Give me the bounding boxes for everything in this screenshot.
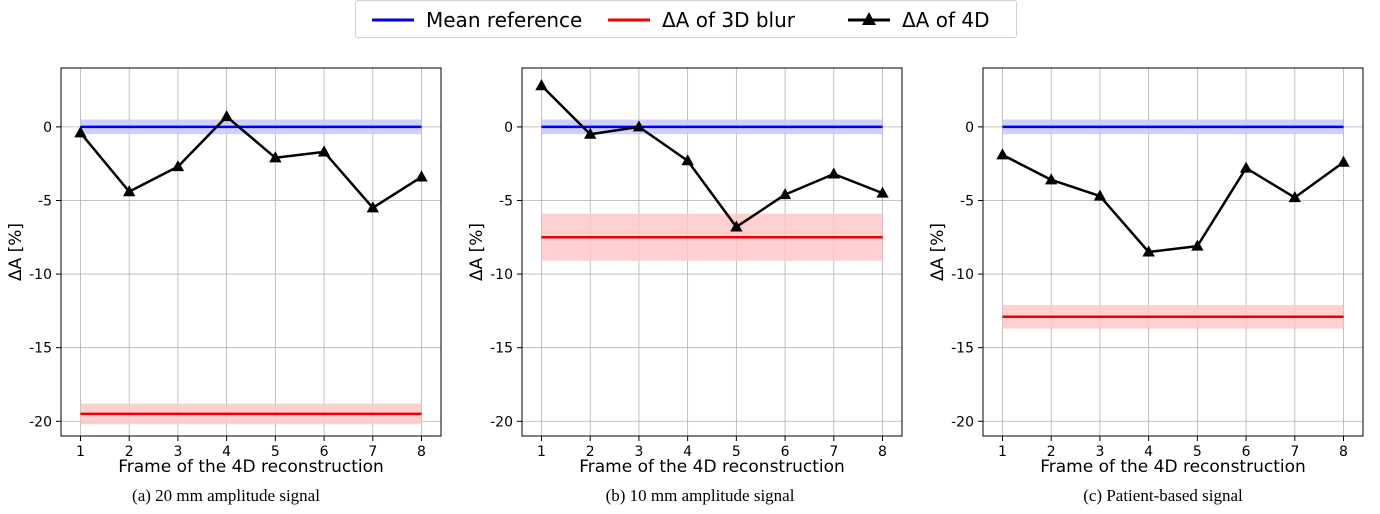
data-point-4d — [269, 151, 282, 163]
data-point-4d — [778, 188, 792, 200]
x-tick-label: 4 — [683, 444, 692, 460]
data-point-4d — [1045, 173, 1058, 185]
x-tick-label: 4 — [222, 444, 231, 460]
legend: Mean reference ΔA of 3D blur ΔA of 4D — [355, 0, 1017, 38]
plot-frame — [982, 67, 1364, 437]
data-point-4d — [123, 185, 136, 197]
x-tick-label: 3 — [634, 444, 643, 460]
x-tick-label: 8 — [878, 444, 887, 460]
data-point-4d — [1288, 191, 1301, 203]
x-axis-label: Frame of the 4D reconstruction — [579, 457, 845, 477]
legend-label: Mean reference — [426, 8, 583, 32]
data-point-4d — [876, 186, 889, 198]
data-point-4d — [1239, 161, 1253, 173]
y-axis-label: ΔA [%] — [928, 223, 948, 281]
y-tick-label: -20 — [951, 414, 974, 430]
plot-frame — [521, 67, 903, 437]
data-point-4d — [1142, 245, 1155, 257]
y-tick-label: 0 — [43, 120, 52, 136]
x-axis-label: Frame of the 4D reconstruction — [1040, 457, 1306, 477]
x-tick-label: 2 — [125, 444, 134, 460]
x-tick-label: 5 — [271, 444, 280, 460]
x-tick-label: 1 — [998, 444, 1007, 460]
data-point-4d — [584, 127, 597, 139]
x-tick-label: 8 — [417, 444, 426, 460]
caption-b: (b) 10 mm amplitude signal — [605, 486, 795, 505]
data-point-4d — [1093, 189, 1107, 201]
y-tick-label: 0 — [504, 120, 513, 136]
data-point-4d — [366, 201, 379, 213]
data-point-4d — [996, 148, 1009, 160]
y-tick-label: -15 — [29, 341, 52, 357]
data-point-4d — [220, 110, 233, 122]
data-point-4d — [827, 167, 840, 179]
y-tick-label: -10 — [29, 267, 52, 283]
x-tick-label: 5 — [732, 444, 741, 460]
x-tick-label: 3 — [173, 444, 182, 460]
y-axis-label: ΔA [%] — [467, 223, 487, 281]
chart-panel-a: 1 2 3 4 5 6 7 8 0 -5 -10 -15 -20 Frame of the 4D reco… — [6, 67, 442, 477]
data-point-4d — [74, 126, 87, 138]
legend-entry-3d-blur: ΔA of 3D blur — [606, 1, 795, 39]
legend-swatch-3d-blur — [608, 18, 650, 22]
legend-entry-mean-reference: Mean reference — [370, 1, 582, 39]
y-tick-label: -5 — [499, 193, 513, 209]
data-point-4d — [1337, 155, 1350, 167]
data-point-4d — [681, 154, 694, 166]
chart-panel-b: 1 2 3 4 5 6 7 8 0 -5 -10 -15 -20 Frame of the 4D reco… — [467, 67, 903, 477]
y-tick-label: -10 — [951, 267, 974, 283]
x-tick-label: 1 — [537, 444, 546, 460]
x-tick-label: 7 — [1290, 444, 1299, 460]
data-point-4d — [317, 145, 331, 157]
legend-entry-4d: ΔA of 4D — [846, 1, 989, 39]
plot-frame — [60, 67, 442, 437]
series-line-4d — [1001, 153, 1345, 254]
x-axis-label: Frame of the 4D reconstruction — [118, 457, 384, 477]
x-tick-label: 6 — [1242, 444, 1251, 460]
x-tick-label: 6 — [320, 444, 329, 460]
series-line-4d — [540, 84, 883, 229]
y-tick-label: -10 — [490, 267, 513, 283]
legend-label: ΔA of 4D — [902, 8, 990, 32]
x-tick-label: 7 — [368, 444, 377, 460]
legend-swatch-4d — [848, 12, 890, 25]
y-tick-label: -15 — [490, 341, 513, 357]
triangle-marker-icon — [862, 12, 876, 25]
x-tick-label: 2 — [586, 444, 595, 460]
x-tick-label: 1 — [76, 444, 85, 460]
x-tick-label: 7 — [829, 444, 838, 460]
y-tick-label: -15 — [951, 341, 974, 357]
legend-swatch-mean-reference — [372, 18, 414, 22]
data-point-4d — [632, 120, 646, 132]
x-tick-label: 8 — [1339, 444, 1348, 460]
x-tick-label: 2 — [1047, 444, 1056, 460]
legend-label: ΔA of 3D blur — [662, 8, 795, 32]
x-tick-label: 6 — [781, 444, 790, 460]
data-point-4d — [535, 79, 548, 91]
data-point-4d — [730, 220, 743, 232]
y-tick-label: 0 — [965, 120, 974, 136]
series-line-4d — [79, 115, 423, 210]
x-tick-label: 4 — [1144, 444, 1153, 460]
y-tick-label: -20 — [29, 414, 52, 430]
y-tick-label: -20 — [490, 414, 513, 430]
y-axis-label: ΔA [%] — [6, 223, 26, 281]
data-point-4d — [1191, 239, 1204, 251]
caption-a: (a) 20 mm amplitude signal — [132, 486, 320, 505]
chart-panel-c: 1 2 3 4 5 6 7 8 0 -5 -10 -15 -20 Frame of the 4D reco… — [928, 67, 1364, 477]
data-point-4d — [415, 170, 428, 182]
y-tick-label: -5 — [38, 193, 52, 209]
y-tick-label: -5 — [960, 193, 974, 209]
data-point-4d — [171, 160, 185, 172]
x-tick-label: 5 — [1193, 444, 1202, 460]
x-tick-label: 3 — [1095, 444, 1104, 460]
caption-c: (c) Patient-based signal — [1083, 486, 1243, 505]
